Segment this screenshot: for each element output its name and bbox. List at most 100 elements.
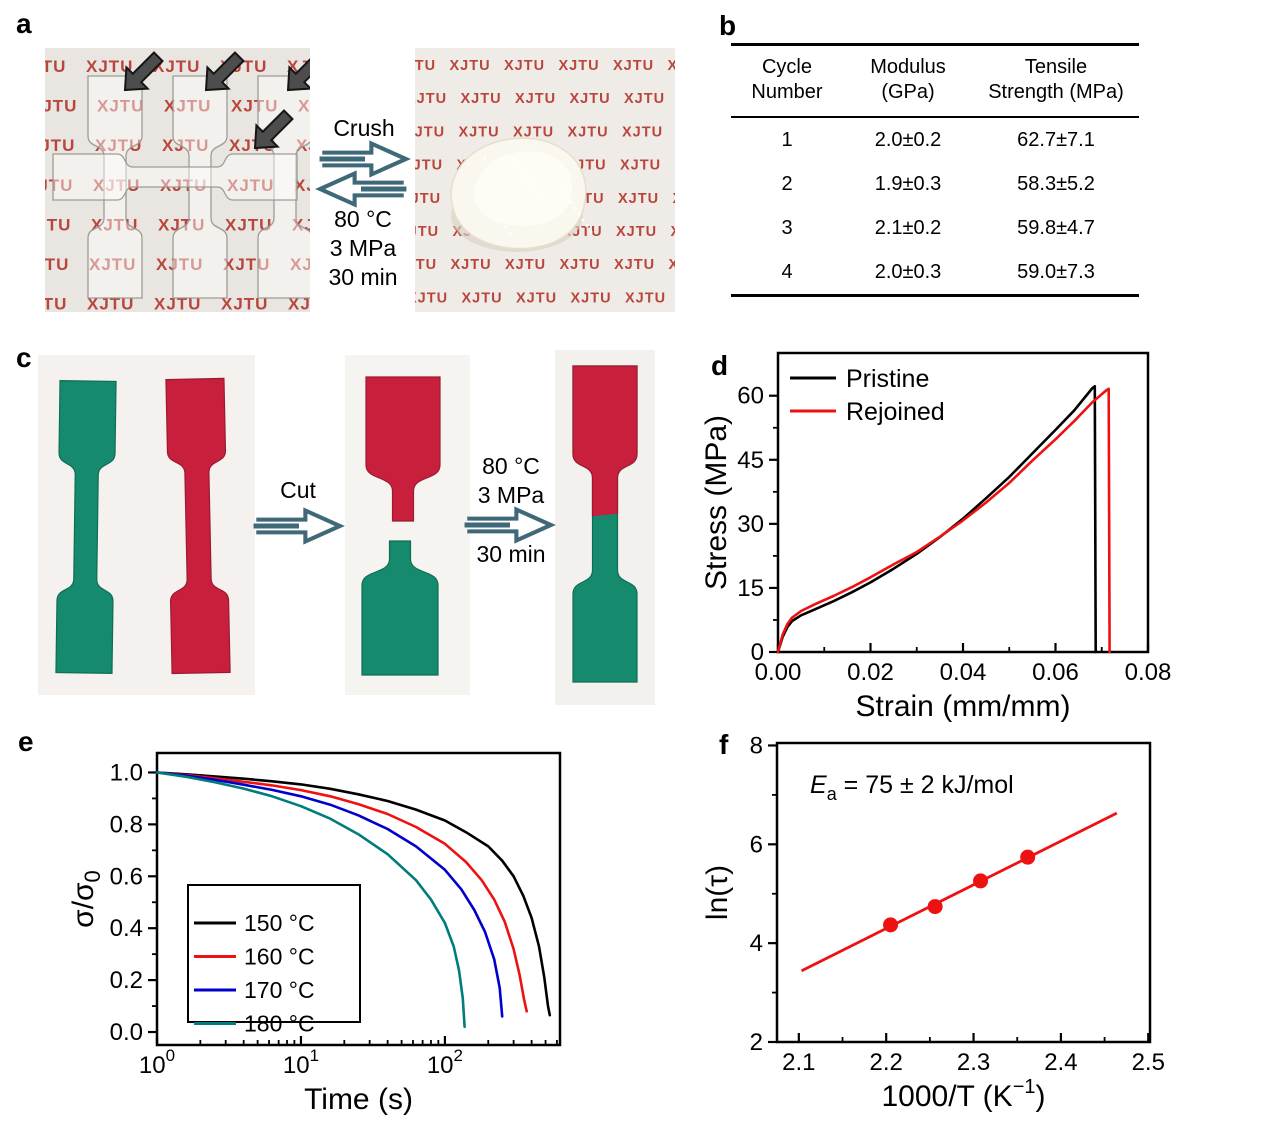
watermark-text: XJTU [158,215,205,234]
watermark-text: XJTU [673,191,676,207]
y-tick-label: 30 [737,511,764,538]
table-cell: 2.0±0.2 [874,128,942,151]
table-header-cell: Cycle Number [751,56,823,103]
table-header-cell: Tensile Strength (MPa) [988,56,1124,103]
watermark-text: XJTU [288,295,310,312]
table-cell: 1 [781,128,793,151]
x-tick-label: 2.5 [1132,1049,1165,1076]
table-cell: 62.7±7.1 [1017,128,1095,151]
y-axis-title: Stress (MPa) [700,415,733,590]
powder-speckle [585,224,589,228]
table-cell: 2 [781,172,793,195]
legend-label: Rejoined [846,398,945,426]
condition-time: 30 min [328,264,398,290]
x-tick-label: 0.02 [847,659,894,686]
legend-label: 160 °C [244,944,315,970]
watermark-text: XJTU [415,224,439,240]
panel-c-label: c [16,342,32,373]
table-row: 4 2.0±0.3 59.0±7.3 [731,250,1139,294]
photo-powder-on-paper: XJTU XJTU XJTU XJTU XJTU XJTU XJTU XJTU XJTU XJTU… [415,48,675,312]
data-point [973,873,989,889]
watermark-text: XJTU [560,257,601,273]
table-cell: 58.3±5.2 [1017,172,1095,195]
condition-pressure: 3 MPa [329,235,397,261]
crush-label: Crush [333,115,395,141]
y-tick-label: 0.6 [110,863,143,890]
transparent-dogbone-specimen-horizontal [52,153,298,201]
table-cell: 1.9±0.3 [874,172,942,195]
y-tick-label: 4 [750,930,763,957]
powder-speckle [532,187,536,191]
table-cell: 3 [781,216,793,239]
x-tick-label: 102 [427,1046,463,1079]
panel-b-label: b [719,10,737,41]
powder-speckle [528,181,532,185]
legend-label: Pristine [846,365,929,393]
table-header-row: Cycle Number Modulus (GPa) Tensile Strength (… [731,46,1139,118]
watermark-text: XJTU [87,295,134,312]
y-axis-title: ln(τ) [701,865,734,920]
y-tick-label: 1.0 [110,759,143,786]
powder-speckle [520,169,524,173]
powder-highlight [474,151,573,227]
y-tick-label: 60 [737,383,764,410]
x-tick-label: 2.3 [957,1049,990,1076]
watermark-text: XJTU [624,91,665,107]
watermark-text: XJTU [415,58,436,74]
rejoined-specimen-red-part [572,365,638,520]
watermark-text: XJTU [513,124,554,140]
powder-speckle [561,188,565,192]
powder-speckle [589,230,593,234]
watermark-text: XJTU [160,176,207,195]
axes: 100 101 102 0.0 0.2 0.4 0.6 0.8 1.0 [110,759,558,1079]
y-tick-label: 2 [750,1029,763,1056]
watermark-text: XJTU [227,176,274,195]
watermark-text: XJTU [294,176,310,195]
legend: 150 °C 160 °C 170 °C 180 °C [187,884,361,1037]
axes: 0.00 0.02 0.04 0.06 0.08 0 15 30 45 60 [737,383,1171,686]
y-tick-label: 0 [751,639,764,666]
watermark-text: XJTU [462,290,503,306]
y-tick-label: 6 [750,831,763,858]
watermark-text: XJTU [415,124,445,140]
data-point [1020,849,1036,865]
watermark-text: XJTU [450,58,491,74]
x-tick-label: 0.00 [755,659,802,686]
y-tick-label: 0.8 [110,811,143,838]
watermark-text: XJTU [231,97,278,116]
arrhenius-chart: 2.1 2.2 2.3 2.4 2.5 2 4 6 8 Ea = 75 ± 2 kJ/mol 100… [701,735,1165,1113]
legend-box [187,884,361,1023]
legend-label: 150 °C [244,910,315,936]
watermark-text: XJTU [461,91,502,107]
powder-speckle [573,206,577,210]
photo-samples-on-paper: XJTU XJTU XJTU XJTU XJTU XJTU XJTU XJTU XJTU XJTU… [45,48,310,312]
legend-label: 170 °C [244,977,315,1003]
watermark-text: XJTU [620,158,661,174]
y-tick-label: 15 [737,575,764,602]
y-tick-label: 45 [737,447,764,474]
heal-conditions-bottom: 30 min [476,541,546,567]
table-cell: 59.0±7.3 [1017,260,1095,283]
watermark-text: XJTU [671,224,676,240]
x-axis-title: Strain (mm/mm) [856,690,1071,723]
watermark-text: XJTU [505,257,546,273]
heal-conditions-top: 80 °C 3 MPa [463,452,559,510]
activation-energy-annotation: Ea = 75 ± 2 kJ/mol [810,771,1014,804]
watermark-text: XJTU [515,91,556,107]
heal-arrow-icon [464,505,556,545]
watermark-text: XJTU [415,158,443,174]
condition-pressure: 3 MPa [477,482,545,508]
watermark-text: XJTU [675,158,676,174]
x-tick-label: 101 [283,1046,319,1079]
red-dogbone-specimen [165,377,231,675]
red-half-specimen [365,376,441,522]
table-cell: 2.0±0.3 [874,260,942,283]
watermark-text: XJTU [504,58,545,74]
panel-d-label: d [711,350,729,381]
watermark-text: XJTU [225,215,272,234]
photo-pristine-specimens [38,355,255,695]
watermark-text: XJTU [290,255,310,274]
watermark-text: XJTU [156,255,203,274]
table-row: 2 1.9±0.3 58.3±5.2 [731,162,1139,206]
